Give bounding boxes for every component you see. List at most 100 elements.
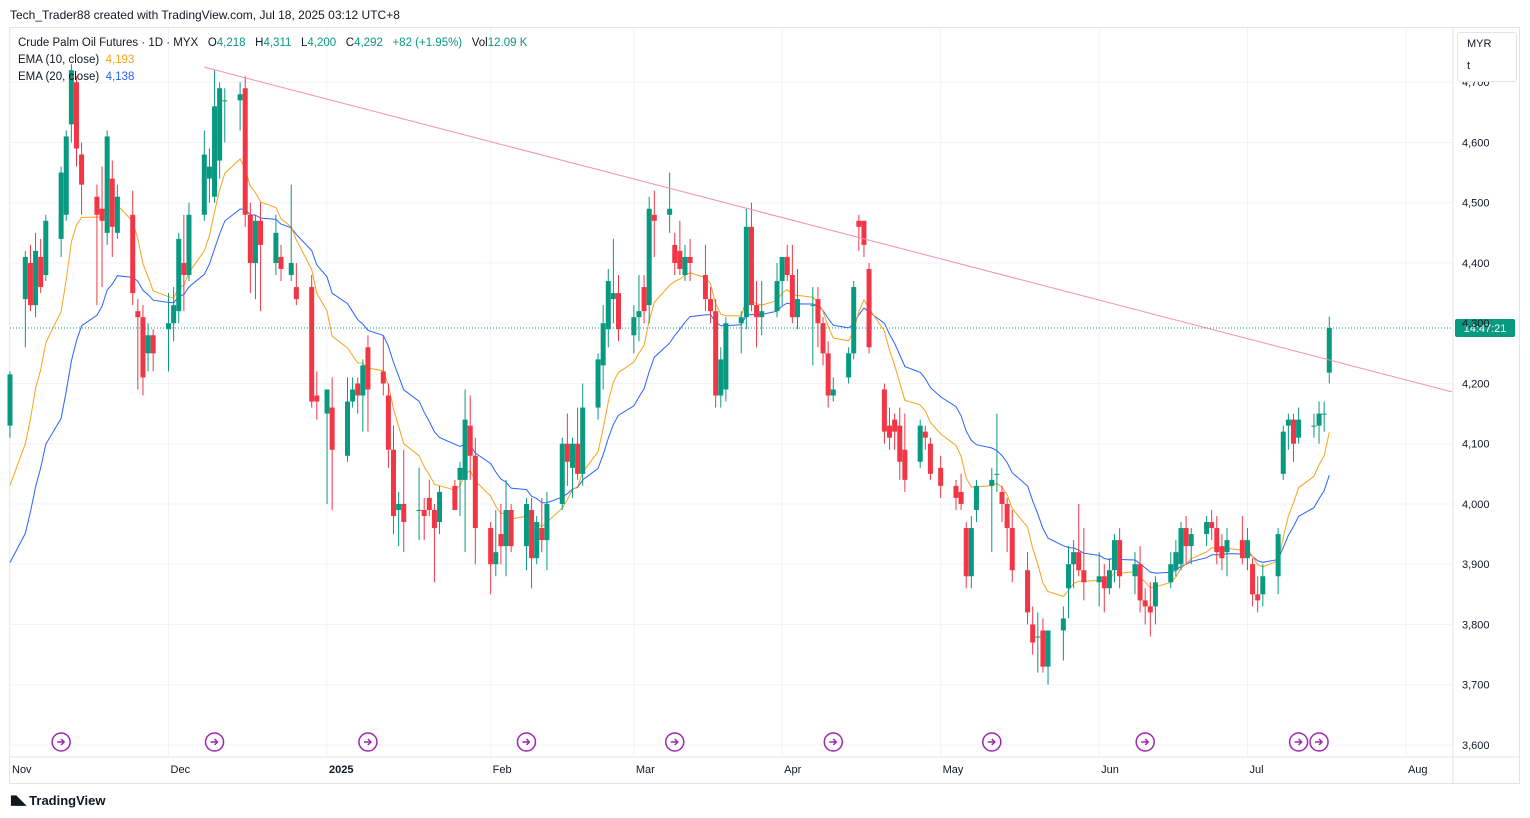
candle[interactable] xyxy=(1045,630,1051,685)
candle[interactable] xyxy=(559,437,565,510)
candle[interactable] xyxy=(1209,509,1215,541)
candle[interactable] xyxy=(856,214,862,251)
candle[interactable] xyxy=(958,473,964,510)
candle[interactable] xyxy=(314,371,320,420)
event-marker-icon[interactable] xyxy=(823,732,844,752)
currency-label[interactable]: MYR xyxy=(1467,38,1492,50)
candle[interactable] xyxy=(99,166,105,288)
event-marker-icon[interactable] xyxy=(1309,732,1329,752)
candle[interactable] xyxy=(181,214,187,312)
candle[interactable] xyxy=(278,244,284,282)
legend-ema20-row[interactable]: EMA (20, close) 4,138 xyxy=(18,69,527,86)
candle[interactable] xyxy=(830,377,836,402)
candle[interactable] xyxy=(145,323,151,372)
event-marker-icon[interactable] xyxy=(982,732,1002,752)
candle[interactable] xyxy=(1260,564,1266,607)
candle[interactable] xyxy=(206,148,212,203)
unit-label[interactable]: t xyxy=(1467,60,1471,72)
candle[interactable] xyxy=(217,82,223,179)
candle[interactable] xyxy=(426,479,432,517)
candle[interactable] xyxy=(467,395,473,480)
candle[interactable] xyxy=(186,202,192,282)
candle[interactable] xyxy=(1296,407,1302,444)
candle[interactable] xyxy=(457,461,463,517)
candle[interactable] xyxy=(401,449,407,553)
candle[interactable] xyxy=(171,287,177,342)
candle[interactable] xyxy=(1290,413,1296,462)
candle[interactable] xyxy=(575,407,581,480)
candle[interactable] xyxy=(794,268,800,330)
candle[interactable] xyxy=(759,281,765,336)
candle[interactable] xyxy=(73,76,79,167)
candle[interactable] xyxy=(789,244,795,324)
candle[interactable] xyxy=(881,383,887,444)
candle[interactable] xyxy=(1030,606,1036,655)
candle[interactable] xyxy=(595,353,601,420)
candle[interactable] xyxy=(1183,516,1189,565)
candle[interactable] xyxy=(968,516,974,589)
candle[interactable] xyxy=(452,479,458,510)
ema20-line[interactable] xyxy=(9,208,1330,574)
candle[interactable] xyxy=(114,184,120,239)
candle[interactable] xyxy=(917,419,923,468)
candle[interactable] xyxy=(201,130,207,221)
candle[interactable] xyxy=(892,413,898,450)
candle[interactable] xyxy=(927,437,933,480)
candle[interactable] xyxy=(252,214,258,300)
candle[interactable] xyxy=(258,202,264,312)
candle[interactable] xyxy=(1255,576,1261,613)
candle[interactable] xyxy=(743,208,749,330)
event-marker-icon[interactable] xyxy=(665,732,685,752)
resistance-trendline[interactable] xyxy=(204,66,1453,393)
candle[interactable] xyxy=(1096,552,1102,607)
candle[interactable] xyxy=(416,467,422,541)
event-marker-icon[interactable] xyxy=(1288,732,1309,752)
candle[interactable] xyxy=(222,88,228,143)
candle[interactable] xyxy=(1065,546,1071,619)
candle[interactable] xyxy=(135,299,141,390)
candle[interactable] xyxy=(1117,528,1123,589)
candle[interactable] xyxy=(902,413,908,492)
event-marker-icon[interactable] xyxy=(51,732,71,752)
candle[interactable] xyxy=(646,196,652,324)
candle[interactable] xyxy=(493,509,499,577)
candle[interactable] xyxy=(605,268,611,348)
candle[interactable] xyxy=(22,250,28,348)
candle[interactable] xyxy=(754,281,760,348)
candle[interactable] xyxy=(887,407,893,450)
candle[interactable] xyxy=(396,491,402,547)
candle[interactable] xyxy=(1076,503,1082,577)
candle[interactable] xyxy=(825,341,831,408)
candle[interactable] xyxy=(309,275,315,408)
candle[interactable] xyxy=(288,184,294,282)
candle[interactable] xyxy=(820,317,826,366)
candle[interactable] xyxy=(498,503,504,565)
candle[interactable] xyxy=(748,202,754,312)
price-axis[interactable]: 3,600 3,700 3,800 3,900 4,000 4,100 4,200 4,300… xyxy=(1452,28,1490,783)
candle[interactable] xyxy=(938,455,944,498)
candle[interactable] xyxy=(784,244,790,282)
candle[interactable] xyxy=(1168,552,1174,589)
candle[interactable] xyxy=(616,275,622,342)
candle[interactable] xyxy=(779,256,785,306)
candle[interactable] xyxy=(43,214,49,282)
candle[interactable] xyxy=(636,275,642,342)
candle[interactable] xyxy=(1326,316,1332,384)
candle[interactable] xyxy=(360,359,366,432)
candle[interactable] xyxy=(1101,564,1107,613)
candle[interactable] xyxy=(738,311,744,354)
event-marker-icon[interactable] xyxy=(516,732,537,752)
candle[interactable] xyxy=(380,335,386,396)
candle[interactable] xyxy=(166,293,172,372)
candle[interactable] xyxy=(1214,516,1220,565)
candle[interactable] xyxy=(365,335,371,432)
candle[interactable] xyxy=(897,407,903,480)
candle[interactable] xyxy=(708,287,714,324)
candle[interactable] xyxy=(421,497,427,541)
candle[interactable] xyxy=(523,497,529,571)
candle[interactable] xyxy=(1219,534,1225,571)
currency-unit-selector[interactable]: MYR t xyxy=(1457,32,1517,82)
candle[interactable] xyxy=(385,383,391,468)
candle[interactable] xyxy=(529,497,535,589)
